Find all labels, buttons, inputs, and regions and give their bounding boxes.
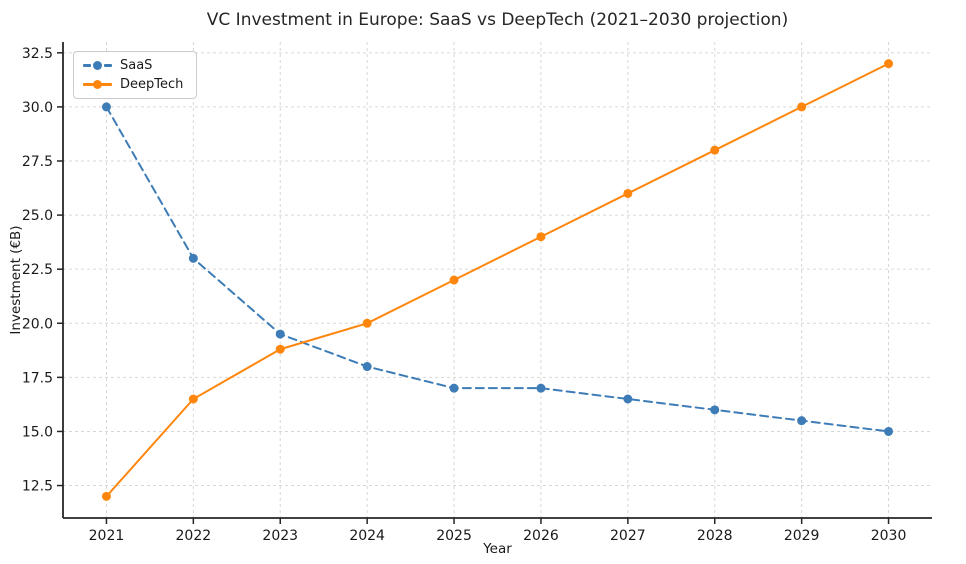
saas-data-point xyxy=(362,362,372,372)
saas-data-point xyxy=(536,383,546,393)
saas-data-point xyxy=(101,102,111,112)
y-tick-label: 32.5 xyxy=(22,46,53,62)
circle-marker-icon xyxy=(93,61,102,70)
legend-item-deeptech: DeepTech xyxy=(83,78,183,91)
x-tick-label: 2029 xyxy=(784,528,820,544)
legend-item-saas: SaaS xyxy=(83,59,183,72)
deeptech-data-point xyxy=(362,318,372,328)
x-tick-label: 2030 xyxy=(871,528,907,544)
x-tick-label: 2022 xyxy=(176,528,212,544)
x-tick-label: 2023 xyxy=(262,528,298,544)
x-tick-label: 2025 xyxy=(436,528,472,544)
x-tick-label: 2024 xyxy=(349,528,385,544)
y-tick-label: 12.5 xyxy=(22,479,53,495)
deeptech-data-point xyxy=(884,59,894,69)
x-axis-label: Year xyxy=(483,541,512,557)
dash-segment-icon xyxy=(104,64,112,67)
legend: SaaS DeepTech xyxy=(73,51,198,99)
y-tick-label: 25.0 xyxy=(22,208,53,224)
y-tick-label: 30.0 xyxy=(22,100,53,116)
legend-label-saas: SaaS xyxy=(120,58,153,73)
deeptech-line xyxy=(105,62,890,498)
y-tick-label: 22.5 xyxy=(22,262,53,278)
deeptech-data-point xyxy=(536,232,546,242)
x-tick-label: 2026 xyxy=(523,528,559,544)
deeptech-data-point xyxy=(797,102,807,112)
x-tick-label: 2028 xyxy=(697,528,733,544)
deeptech-data-point xyxy=(449,275,459,285)
y-tick-label: 17.5 xyxy=(22,370,53,386)
saas-data-point xyxy=(449,383,459,393)
y-tick-label: 27.5 xyxy=(22,154,53,170)
x-tick-label: 2021 xyxy=(89,528,125,544)
y-axis-label: Investment (€B) xyxy=(8,225,24,335)
dash-segment-icon xyxy=(83,64,91,67)
circle-marker-icon xyxy=(93,80,102,89)
y-tick-label: 15.0 xyxy=(22,424,53,440)
saas-data-point xyxy=(623,394,633,404)
saas-dashed-line-swatch xyxy=(83,61,112,70)
deeptech-solid-line-swatch xyxy=(83,80,112,89)
deeptech-data-point xyxy=(101,491,111,501)
legend-label-deeptech: DeepTech xyxy=(120,77,184,92)
chart-title: VC Investment in Europe: SaaS vs DeepTec… xyxy=(206,10,789,30)
saas-data-point xyxy=(797,416,807,426)
deeptech-data-point xyxy=(188,394,198,404)
deeptech-data-point xyxy=(623,188,633,198)
saas-data-point xyxy=(275,329,285,339)
x-tick-label: 2027 xyxy=(610,528,646,544)
saas-data-point xyxy=(884,426,894,436)
saas-data-point xyxy=(188,253,198,263)
saas-line xyxy=(105,105,890,433)
deeptech-data-point xyxy=(275,344,285,354)
y-tick-label: 20.0 xyxy=(22,316,53,332)
saas-data-point xyxy=(710,405,720,415)
deeptech-data-point xyxy=(710,145,720,155)
